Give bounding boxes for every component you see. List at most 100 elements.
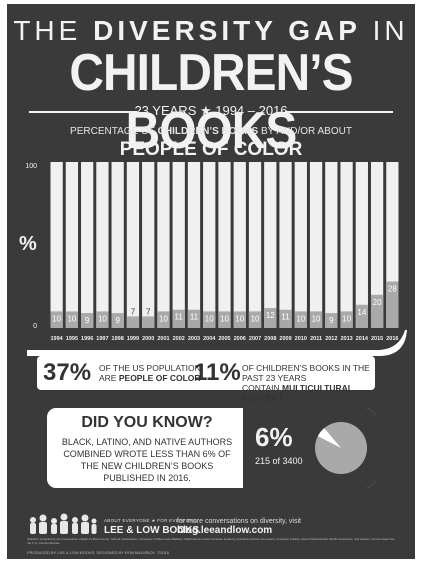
- bar: [233, 311, 246, 328]
- title-prefix: THE: [13, 15, 82, 46]
- bar: [370, 294, 384, 328]
- bar-background: [157, 162, 170, 328]
- bar-background: [218, 162, 231, 328]
- bar-value-label: 10: [98, 314, 107, 323]
- brand-name: LEE & LOW BOOKS: [104, 525, 199, 536]
- footer-url[interactable]: blog.leeandlow.com: [177, 525, 273, 536]
- footer-credit: PRODUCED BY LEE & LOW BOOKS. DESIGNED BY…: [27, 550, 170, 555]
- bar-value-label: 11: [190, 313, 199, 322]
- bar-value-label: 10: [52, 314, 61, 323]
- bar-value-label: 10: [312, 314, 321, 323]
- y-tick-label: 0: [33, 323, 37, 330]
- chart-kicker-suffix: BY AND/OR ABOUT: [261, 126, 352, 137]
- x-tick-label: 1995: [66, 336, 78, 342]
- bar-background: [172, 162, 185, 328]
- bar-background: [264, 162, 277, 328]
- bar-background: [248, 162, 262, 328]
- bar: [294, 311, 307, 328]
- stat-right-line2-bold: MULTICULTURAL CONTENT: [242, 383, 353, 403]
- bar-value-label: 10: [251, 314, 260, 323]
- bar: [264, 308, 277, 328]
- chart-title: PEOPLE OF COLOR: [119, 139, 303, 160]
- x-tick-label: 2001: [157, 336, 169, 342]
- infographic-poster: THE DIVERSITY GAP IN CHILDREN’S BOOKS 23…: [7, 4, 415, 559]
- x-tick-label: 2008: [264, 336, 276, 342]
- x-tick-label: 2010: [295, 336, 307, 342]
- bar-value-label: 10: [205, 314, 214, 323]
- x-tick-label: 1997: [96, 336, 108, 342]
- did-you-know-count: 215 of 3400: [255, 456, 303, 466]
- y-tick-label: 100: [25, 163, 37, 170]
- footer-cta: for more conversations on diversity, vis…: [177, 518, 301, 525]
- bar-background: [294, 162, 307, 328]
- bar-value-label: 10: [159, 314, 168, 323]
- x-tick-label: 2002: [173, 336, 185, 342]
- stat-left-line2: ARE PEOPLE OF COLOR: [99, 373, 201, 383]
- stat-right-line2: CONTAIN MULTICULTURAL CONTENT: [242, 383, 375, 403]
- x-tick-label: 2014: [356, 336, 369, 342]
- pie-slice-highlight: [317, 428, 341, 448]
- bar: [142, 316, 155, 328]
- x-tick-label: 2006: [234, 336, 246, 342]
- chart-kicker: PERCENTAGE OF CHILDREN’S BOOKS BY AND/OR…: [7, 126, 415, 138]
- x-tick-label: 2004: [203, 336, 216, 342]
- bar-value-label: 10: [67, 314, 76, 323]
- bar-background: [65, 162, 79, 328]
- subtitle-rule-right: [285, 111, 393, 113]
- subtitle: 23 YEARS ★ 1994 – 2016: [134, 103, 288, 118]
- stats-band: 37% OF THE US POPULATION ARE PEOPLE OF C…: [37, 356, 375, 403]
- publisher-logo-people-icon: [30, 513, 97, 534]
- x-tick-label: 2009: [279, 336, 291, 342]
- bar-value-label: 9: [85, 316, 90, 325]
- x-tick-label: 2003: [188, 336, 200, 342]
- bar-chart: % 100 0 10 1994 10 1995 9 1996 10 1997 9 1998 7 1999 7 2…: [19, 162, 407, 356]
- bar-background: [187, 162, 201, 328]
- did-you-know-body: BLACK, LATINO, AND NATIVE AUTHORS COMBIN…: [61, 437, 233, 483]
- bar-background: [81, 162, 94, 328]
- stat-left-line2-bold: PEOPLE OF COLOR: [118, 373, 201, 383]
- bar-value-label: 12: [266, 311, 275, 320]
- did-you-know-title: DID YOU KNOW?: [81, 414, 213, 431]
- bar: [96, 311, 109, 328]
- bar: [126, 316, 140, 328]
- x-tick-label: 2005: [218, 336, 230, 342]
- bar-value-label: 10: [220, 314, 229, 323]
- bar: [157, 311, 170, 328]
- stat-left-line2-prefix: ARE: [99, 373, 117, 383]
- title-suffix: IN: [372, 15, 409, 46]
- stat-right-text: OF CHILDREN’S BOOKS IN THE PAST 23 YEARS…: [242, 363, 375, 403]
- bar-background: [111, 162, 124, 328]
- bar-background: [355, 162, 368, 328]
- x-tick-label: 1998: [112, 336, 124, 342]
- stat-right-line1: OF CHILDREN’S BOOKS IN THE PAST 23 YEARS: [242, 363, 370, 383]
- bar-value-label: 9: [115, 316, 120, 325]
- bar-background: [325, 162, 338, 328]
- bar-background: [309, 162, 323, 328]
- footer-fine-print: Statistics compiled by the Cooperative C…: [27, 537, 395, 545]
- x-tick-label: 2007: [249, 336, 261, 342]
- bar-background: [50, 162, 63, 328]
- bar-value-label: 11: [175, 313, 184, 322]
- x-tick-label: 1994: [51, 336, 64, 342]
- bar-value-label: 20: [373, 298, 382, 307]
- bar-background: [233, 162, 246, 328]
- bar-background: [203, 162, 216, 328]
- bar: [218, 311, 231, 328]
- bar: [340, 311, 353, 328]
- bar-background: [279, 162, 292, 328]
- bar-background: [340, 162, 353, 328]
- bar-background: [370, 162, 384, 328]
- bar: [50, 311, 63, 328]
- y-axis-label: %: [19, 233, 37, 255]
- x-tick-label: 2015: [371, 336, 383, 342]
- bar: [65, 311, 79, 328]
- bar-value-label: 11: [281, 313, 290, 322]
- stat-left-line1: OF THE US POPULATION: [99, 363, 201, 373]
- chart-swoosh: [27, 330, 407, 356]
- bar: [203, 311, 216, 328]
- bar-value-label: 7: [146, 307, 151, 316]
- bar: [309, 311, 323, 328]
- subtitle-rule-left: [29, 111, 137, 113]
- x-tick-label: 2013: [340, 336, 352, 342]
- x-tick-label: 1999: [127, 336, 139, 342]
